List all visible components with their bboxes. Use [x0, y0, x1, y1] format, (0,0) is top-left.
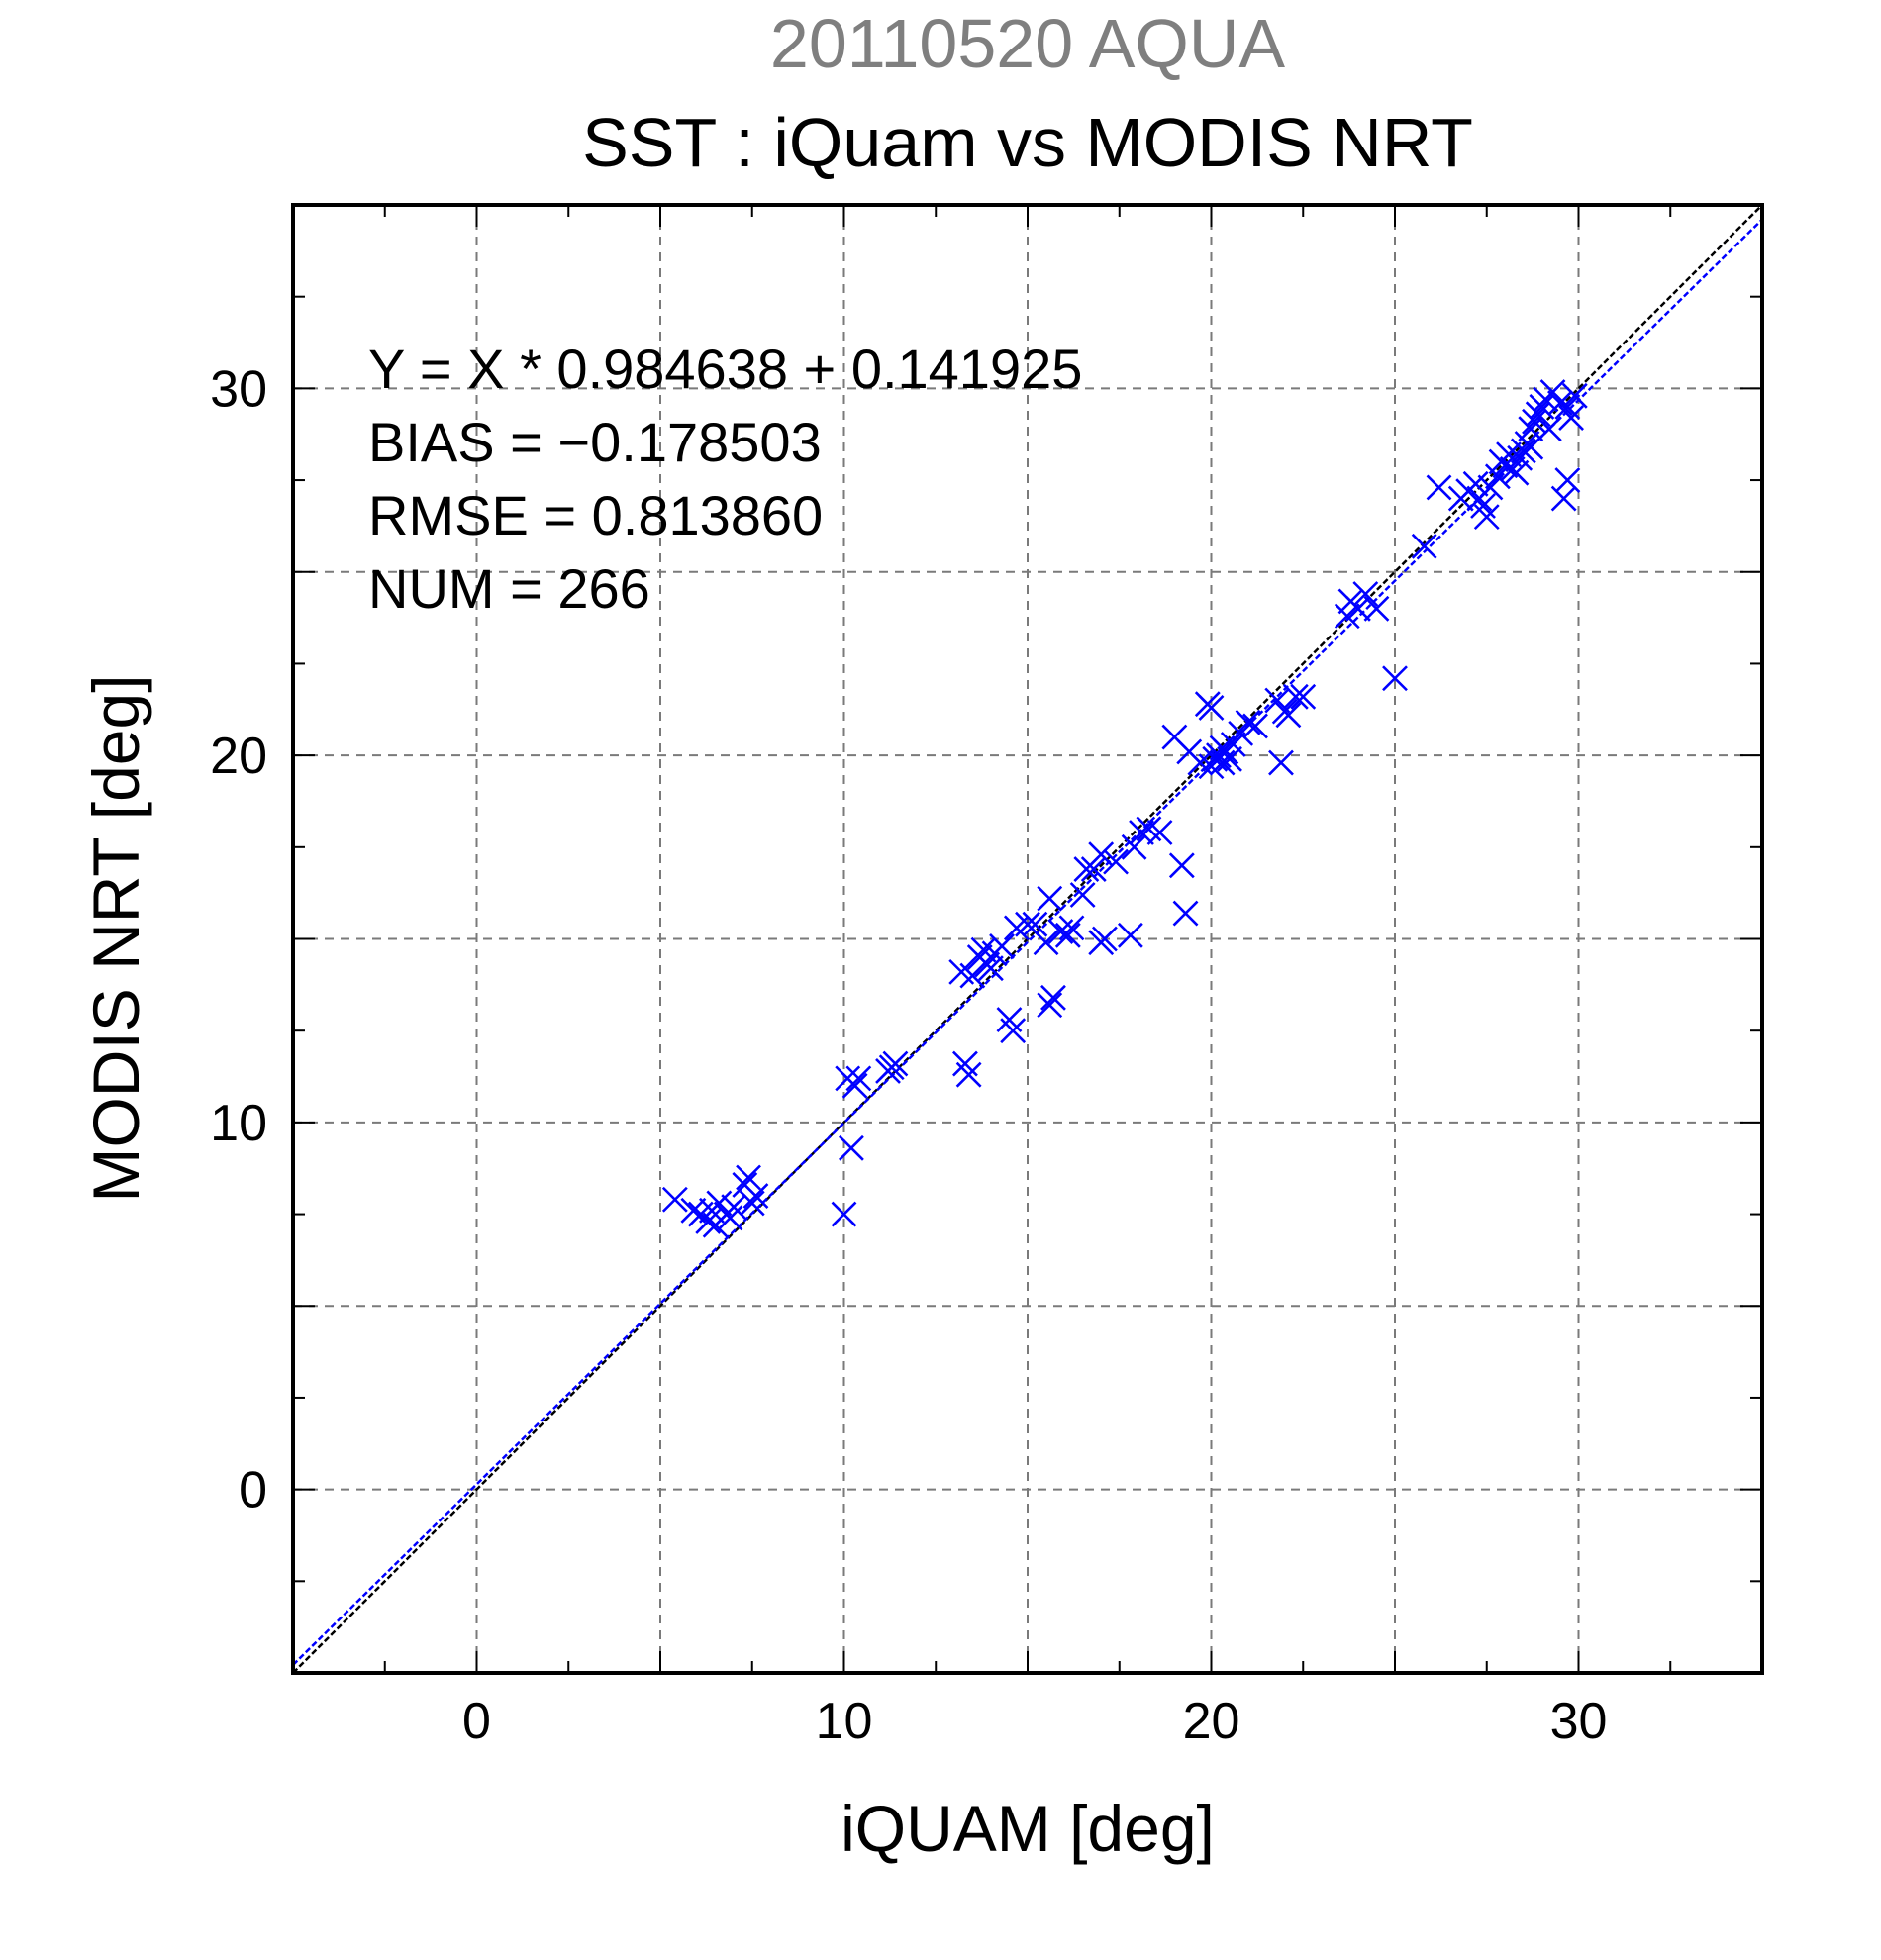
data-point-marker — [736, 1164, 761, 1191]
data-points — [661, 379, 1588, 1238]
data-point-marker — [1054, 922, 1081, 948]
stats-line: BIAS = −0.178503 — [368, 411, 822, 473]
data-point-marker — [742, 1183, 769, 1209]
data-point-marker — [1382, 665, 1408, 692]
y-tick-label: 0 — [239, 1462, 267, 1519]
data-point-marker — [1117, 922, 1143, 948]
data-point-marker — [970, 936, 997, 963]
data-point-marker — [1146, 820, 1173, 845]
x-axis-label: iQUAM [deg] — [841, 1792, 1215, 1865]
data-point-marker — [1129, 820, 1154, 845]
data-point-marker — [1103, 848, 1129, 875]
data-point-marker — [1217, 745, 1242, 772]
x-tick-label: 0 — [462, 1693, 491, 1750]
data-point-marker — [1228, 720, 1254, 746]
y-axis-label: MODIS NRT [deg] — [79, 674, 152, 1202]
data-point-marker — [1525, 401, 1551, 428]
data-point-marker — [1518, 434, 1544, 460]
data-point-marker — [1040, 984, 1066, 1011]
data-point-marker — [1088, 841, 1115, 868]
data-point-marker — [1352, 581, 1379, 607]
data-point-marker — [1503, 459, 1530, 486]
data-point-marker — [1033, 930, 1059, 956]
data-point-marker — [1235, 709, 1261, 735]
data-point-marker — [1168, 852, 1195, 879]
data-point-marker — [1037, 885, 1063, 912]
data-point-marker — [1554, 467, 1581, 493]
data-point-marker — [1058, 915, 1085, 941]
data-point-marker — [680, 1197, 707, 1224]
data-point-marker — [1121, 833, 1147, 860]
data-point-marker — [702, 1212, 729, 1238]
data-point-marker — [1209, 735, 1236, 761]
data-point-marker — [706, 1190, 733, 1217]
data-point-marker — [717, 1205, 743, 1231]
data-point-marker — [1242, 713, 1268, 739]
data-point-marker — [1426, 474, 1452, 501]
data-point-marker — [1477, 474, 1504, 501]
data-point-marker — [1275, 702, 1302, 729]
data-point-marker — [1547, 390, 1573, 417]
data-point-marker — [739, 1190, 765, 1217]
chart-title: SST : iQuam vs MODIS NRT — [582, 104, 1473, 181]
data-point-marker — [1037, 992, 1063, 1019]
stats-annotation: Y = X * 0.984638 + 0.141925 BIAS = −0.178… — [368, 338, 1082, 620]
chart-supertitle: 20110520 AQUA — [769, 5, 1286, 82]
y-tick-label: 20 — [210, 728, 267, 785]
data-point-marker — [1264, 687, 1291, 714]
data-point-marker — [1488, 448, 1515, 475]
data-point-marker — [1561, 382, 1588, 409]
data-point-marker — [1334, 603, 1360, 630]
data-point-marker — [1080, 856, 1107, 882]
x-tick-label: 10 — [816, 1693, 873, 1750]
data-point-marker — [1268, 749, 1294, 776]
data-point-marker — [1069, 882, 1096, 908]
y-tick-label: 30 — [210, 360, 267, 418]
data-point-marker — [839, 1134, 864, 1161]
regression-line — [292, 218, 1763, 1666]
data-point-marker — [1198, 753, 1225, 780]
data-point-marker — [1518, 416, 1544, 442]
data-point-marker — [842, 1072, 868, 1099]
data-point-marker — [1290, 683, 1317, 710]
data-point-marker — [1198, 695, 1225, 721]
data-point-marker — [1462, 470, 1489, 497]
stats-line: NUM = 266 — [368, 557, 650, 620]
data-point-marker — [1550, 485, 1577, 512]
x-tick-label: 30 — [1550, 1693, 1608, 1750]
data-point-marker — [1344, 595, 1371, 622]
data-point-marker — [1510, 438, 1536, 464]
data-point-marker — [1470, 493, 1496, 519]
y-tick-label: 10 — [210, 1095, 267, 1152]
data-point-marker — [977, 955, 1004, 982]
data-point-marker — [845, 1065, 872, 1092]
data-point-marker — [952, 1050, 978, 1077]
data-point-marker — [661, 1186, 688, 1213]
stats-line: RMSE = 0.813860 — [368, 484, 823, 546]
x-tick-label: 20 — [1183, 1693, 1240, 1750]
data-point-marker — [1522, 408, 1547, 435]
data-point-marker — [1554, 393, 1581, 420]
data-point-marker — [1411, 533, 1437, 559]
stats-line: Y = X * 0.984638 + 0.141925 — [368, 338, 1082, 400]
data-point-marker — [1022, 911, 1048, 937]
data-point-marker — [989, 932, 1015, 959]
axis-ticks: 0 10 20 30 0 10 20 30 — [210, 204, 1763, 1750]
data-point-marker — [831, 1201, 857, 1227]
data-point-marker — [878, 1054, 905, 1081]
data-point-marker — [1000, 1018, 1027, 1044]
data-point-marker — [1172, 900, 1199, 927]
data-point-marker — [1091, 926, 1118, 952]
data-point-marker — [1363, 595, 1390, 622]
data-point-marker — [959, 962, 986, 989]
